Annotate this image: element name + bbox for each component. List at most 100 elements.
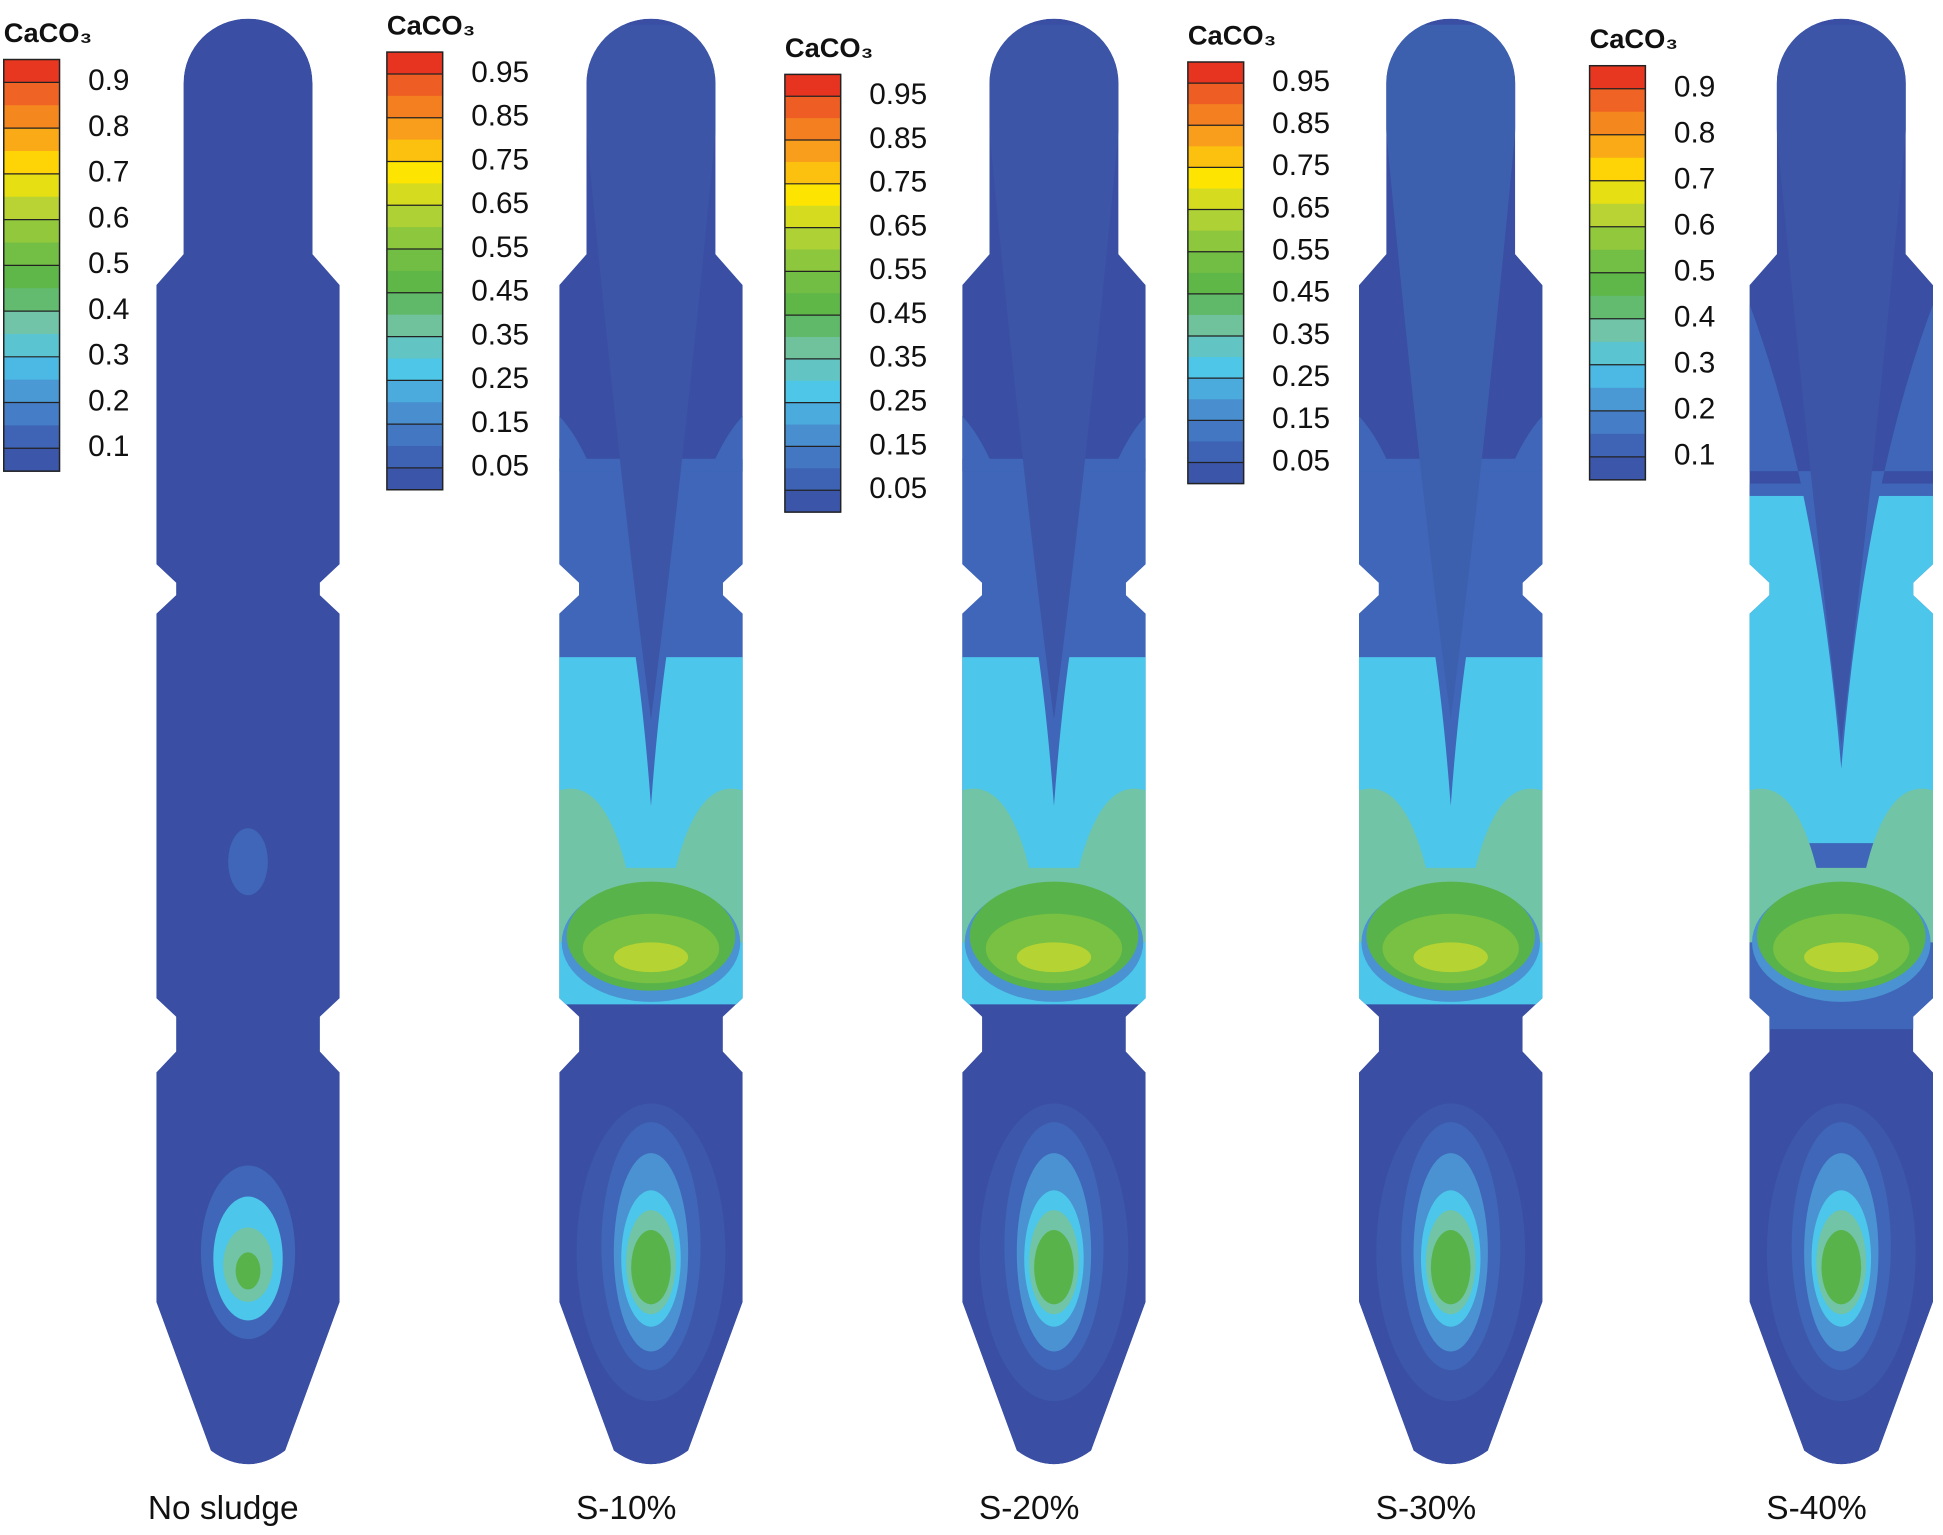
colorbar-band	[3, 219, 60, 244]
contour	[1413, 942, 1488, 973]
colorbar-band	[784, 271, 841, 294]
colorbar-band	[1187, 251, 1244, 274]
colorbar-tick-label: 0.25	[1272, 360, 1330, 393]
colorbar-tick-label: 0.5	[1674, 255, 1715, 288]
colorbar-tick-label: 0.95	[1272, 65, 1330, 98]
colorbar-band	[3, 265, 60, 289]
colorbar-band	[1589, 226, 1646, 251]
colorbar: CaCO₃ 0.9 0.8 0.7 0.6 0.5 0.4 0.3 0.2 0.1	[1588, 23, 1715, 481]
colorbar-tick-label: 0.35	[1272, 318, 1330, 351]
colorbar-band	[386, 205, 443, 228]
colorbar-band	[3, 128, 60, 152]
colorbar-band	[784, 118, 841, 141]
colorbar-band	[784, 424, 841, 448]
colorbar-tick-label: 0.5	[88, 247, 129, 280]
colorbar-band	[3, 105, 60, 129]
colorbar-tick-label: 0.6	[88, 201, 129, 234]
colorbar-tick-label: 0.05	[1272, 444, 1330, 477]
colorbar-tick-label: 0.75	[1272, 149, 1330, 182]
colorbar-tick-label: 0.45	[471, 275, 529, 308]
panel-label: S-30%	[1376, 1490, 1476, 1527]
colorbar-band	[386, 402, 443, 425]
colorbar-band	[1187, 188, 1244, 211]
colorbar-band	[386, 161, 443, 185]
colorbar-band	[784, 358, 841, 382]
contour	[1821, 1229, 1862, 1305]
colorbar-band	[386, 445, 443, 469]
colorbar-tick-label: 0.55	[869, 253, 927, 286]
colorbar-title: CaCO₃	[4, 17, 92, 48]
colorbar-title: CaCO₃	[1188, 19, 1276, 50]
colorbar-tick-label: 0.15	[869, 428, 927, 461]
colorbar-band	[386, 380, 443, 403]
colorbar-band	[1589, 134, 1646, 159]
colorbar: CaCO₃ 0.95 0.85 0.75 0.65 0.55 0.45 0.35 0.25 0.1…	[784, 32, 927, 513]
colorbar-tick-label: 0.7	[1674, 163, 1715, 196]
colorbar-band	[1589, 111, 1646, 136]
contour	[979, 24, 1129, 720]
colorbar-band	[386, 52, 443, 75]
colorbar-frame	[386, 51, 444, 491]
colorbar-band	[1589, 410, 1646, 435]
colorbar-tick-label: 0.95	[869, 78, 927, 111]
colorbar-band	[3, 173, 60, 198]
colorbar-band	[386, 292, 443, 316]
colorbar-band	[1187, 167, 1244, 190]
colorbar-band	[1589, 341, 1646, 366]
contour	[613, 942, 689, 973]
colorbar-title: CaCO₃	[1590, 23, 1678, 54]
colorbar-tick-label: 0.85	[869, 122, 927, 155]
colorbar-band	[784, 96, 841, 119]
colorbar-tick-label: 0.55	[471, 231, 529, 264]
reactor-panel	[156, 18, 340, 1465]
colorbar-tick-label: 0.85	[471, 100, 529, 133]
colorbar-band	[3, 402, 60, 427]
contour	[631, 1229, 671, 1305]
contour-field	[1358, 18, 1543, 1465]
colorbar-band	[784, 490, 841, 513]
colorbar-band	[784, 337, 841, 360]
colorbar-band	[386, 270, 443, 294]
colorbar-title: CaCO₃	[387, 9, 475, 40]
colorbar-tick-label: 0.15	[471, 406, 529, 439]
colorbar-band	[3, 196, 60, 221]
colorbar-band	[1187, 230, 1244, 253]
colorbar-band	[386, 117, 443, 141]
colorbar-tick-label: 0.05	[869, 472, 927, 505]
contour	[1804, 942, 1879, 973]
contour	[1034, 1229, 1074, 1305]
colorbar-band	[1589, 318, 1646, 343]
colorbar-band	[3, 150, 60, 175]
colorbar-tick-label: 0.65	[869, 209, 927, 242]
colorbar-band	[3, 356, 60, 381]
reactor-panel	[1358, 18, 1543, 1465]
colorbar-band	[3, 59, 60, 84]
colorbar-band	[1187, 336, 1244, 358]
contour	[1766, 24, 1916, 744]
colorbar-tick-label: 0.4	[88, 293, 129, 326]
colorbar-title: CaCO₃	[785, 32, 873, 63]
panel-label: No sludge	[148, 1490, 299, 1527]
colorbar-band	[1187, 209, 1244, 232]
colorbar-band	[386, 424, 443, 447]
colorbar-tick-label: 0.55	[1272, 234, 1330, 267]
panel-label: S-20%	[979, 1490, 1079, 1527]
colorbar: CaCO₃ 0.95 0.85 0.75 0.65 0.55 0.45 0.35 0.25 0.1…	[386, 9, 529, 491]
colorbar-band	[1589, 203, 1646, 228]
contour	[576, 24, 726, 720]
reactor-panel	[962, 18, 1146, 1465]
colorbar-band	[1187, 420, 1244, 443]
colorbar-band	[386, 73, 443, 97]
colorbar: CaCO₃ 0.9 0.8 0.7 0.6 0.5 0.4 0.3 0.2 0.1	[3, 17, 129, 472]
colorbar-band	[386, 336, 443, 360]
colorbar-band	[386, 95, 443, 119]
colorbar-band	[784, 402, 841, 426]
colorbar-tick-label: 0.35	[869, 341, 927, 374]
colorbar-band	[784, 227, 841, 251]
colorbar-band	[1187, 399, 1244, 421]
panel-label: S-10%	[576, 1490, 676, 1527]
colorbar-tick-label: 0.2	[1674, 393, 1715, 426]
reactor-panel	[559, 18, 743, 1465]
colorbar-band	[1589, 456, 1646, 481]
